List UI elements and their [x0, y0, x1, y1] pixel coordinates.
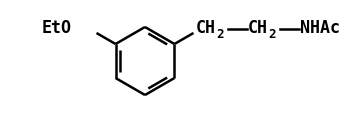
Text: CH: CH: [196, 19, 216, 37]
Text: CH: CH: [248, 19, 268, 37]
Text: 2: 2: [268, 27, 275, 40]
Text: EtO: EtO: [42, 19, 72, 37]
Text: 2: 2: [216, 27, 224, 40]
Text: NHAc: NHAc: [300, 19, 340, 37]
